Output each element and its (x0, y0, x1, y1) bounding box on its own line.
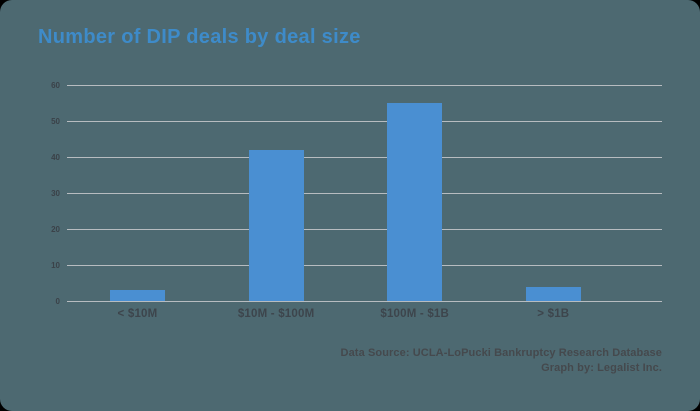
y-axis-tick-label: 30 (51, 189, 60, 198)
y-axis-tick-label: 50 (51, 117, 60, 126)
y-axis-tick-label: 60 (51, 81, 60, 90)
gridline (67, 85, 662, 86)
gridline (67, 265, 662, 266)
gridline (67, 157, 662, 158)
gridline (67, 121, 662, 122)
bar-3 (387, 103, 443, 301)
bar-4 (525, 286, 581, 301)
y-axis-tick-label: 40 (51, 153, 60, 162)
y-axis-tick-label: 0 (55, 297, 60, 306)
footer: Data Source: UCLA-LoPucki Bankruptcy Res… (341, 346, 662, 376)
y-axis-tick-label: 10 (51, 261, 60, 270)
footer-data-source: Data Source: UCLA-LoPucki Bankruptcy Res… (340, 347, 662, 359)
gridline (67, 193, 662, 194)
x-axis-label: > $1B (537, 308, 570, 320)
x-axis-label: $100M - $1B (380, 308, 450, 320)
x-axis-label: $10M - $100M (237, 308, 315, 320)
gridline (67, 301, 662, 302)
gridline (67, 229, 662, 230)
chart-title: Number of DIP deals by deal size (38, 26, 361, 48)
footer-credit: Graph by: Legalist Inc. (541, 362, 662, 374)
plot-area: 60 50 40 30 20 10 0 < $10M $10M - $100M $100M - $… (51, 81, 662, 320)
x-axis-label: < $10M (117, 308, 158, 320)
bar-2 (248, 149, 304, 301)
y-axis-tick-label: 20 (51, 225, 60, 234)
bar-1 (110, 290, 165, 301)
